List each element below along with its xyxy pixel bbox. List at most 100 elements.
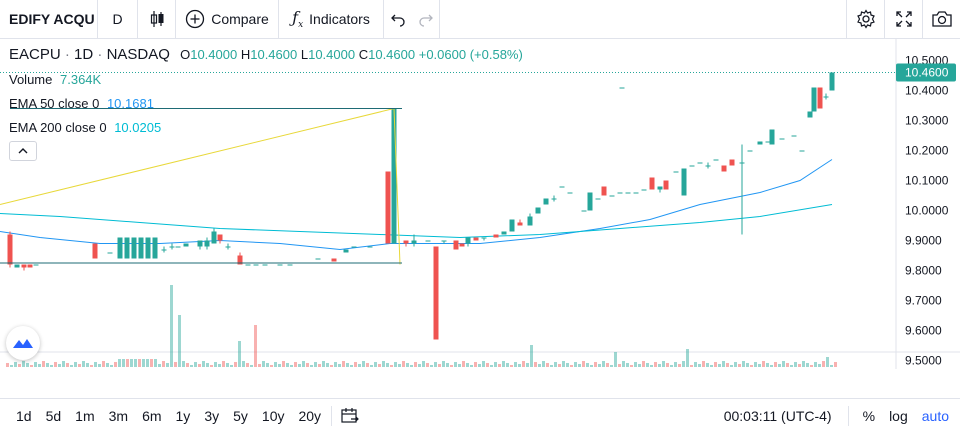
volume-bar (174, 362, 177, 367)
candle-body (587, 192, 593, 211)
volume-bar (110, 365, 113, 367)
price-label: 9.9000 (905, 234, 942, 248)
range-3m[interactable]: 3m (108, 408, 129, 424)
compare-button[interactable]: Compare (176, 0, 279, 38)
volume-bar (162, 361, 165, 367)
volume-bar (38, 364, 41, 367)
range-1m[interactable]: 1m (75, 408, 95, 424)
volume-bar (218, 364, 221, 367)
volume-bar (826, 357, 829, 367)
ema200-line (0, 204, 833, 239)
candle-body (7, 234, 13, 265)
volume-bar (266, 363, 269, 367)
volume-bar (318, 364, 321, 367)
symbol-search[interactable]: EDIFY ACQU (0, 0, 98, 38)
volume-bar (802, 361, 805, 367)
volume-bar (98, 364, 101, 367)
volume-bar (570, 365, 573, 367)
ema200-legend[interactable]: EMA 200 close 0 10.0205 (9, 120, 161, 135)
candle-body (769, 129, 775, 145)
volume-bar (710, 365, 713, 367)
interval-button[interactable]: D (98, 0, 138, 38)
candle-body (705, 165, 711, 167)
candle-body (567, 192, 573, 194)
auto-toggle[interactable]: auto (921, 408, 949, 424)
volume-bar (130, 359, 133, 367)
volume-bar (354, 362, 357, 367)
volume-bar (494, 362, 497, 367)
screenshot-button[interactable] (922, 0, 960, 38)
volume-bar (138, 359, 141, 367)
tradingview-logo[interactable] (6, 326, 40, 360)
volume-bar (834, 362, 837, 367)
range-1d[interactable]: 1d (16, 408, 32, 424)
volume-bar (258, 364, 261, 367)
ema200-label: EMA 200 close 0 (9, 120, 107, 135)
volume-bar (90, 365, 93, 367)
volume-bar (550, 365, 553, 367)
volume-bar (470, 365, 473, 367)
range-5d[interactable]: 5d (45, 408, 62, 424)
volume-bar (534, 362, 537, 367)
price-chart[interactable]: 10.500010.400010.300010.200010.100010.00… (0, 39, 960, 369)
volume-bar (546, 363, 549, 367)
collapse-legend-button[interactable] (9, 141, 37, 161)
range-6m[interactable]: 6m (142, 408, 162, 424)
volume-bar (374, 362, 377, 367)
volume-bar (762, 361, 765, 367)
range-20y[interactable]: 20y (298, 408, 322, 424)
volume-bar (726, 363, 729, 367)
volume-bar (378, 364, 381, 367)
symbol-legend: EACPU · 1D · NASDAQ O10.4000 H10.4600 L1… (9, 46, 523, 63)
goto-date-icon[interactable] (340, 407, 360, 425)
candle-body (779, 138, 785, 140)
volume-bar (210, 365, 213, 367)
range-5y[interactable]: 5y (233, 408, 248, 424)
volume-bar (486, 363, 489, 367)
volume-bar (750, 365, 753, 367)
candles-icon (150, 11, 163, 27)
redo-button[interactable] (412, 0, 440, 38)
range-3y[interactable]: 3y (204, 408, 220, 424)
candle-body (681, 168, 687, 196)
candle-body (501, 231, 507, 235)
volume-bar (54, 362, 57, 367)
bottom-toolbar: 1d 5d 1m 3m 6m 1y 3y 5y 10y 20y 00:03:11 (UTC-4) … (0, 398, 960, 433)
volume-bar (786, 363, 789, 367)
volume-bar (622, 361, 625, 367)
redo-icon (418, 14, 433, 27)
candle-body (649, 177, 655, 190)
volume-bar (114, 362, 117, 367)
volume-bar (778, 364, 781, 367)
volume-bar (766, 363, 769, 367)
candle-body (138, 237, 144, 259)
log-toggle[interactable]: log (889, 408, 908, 424)
candle-body (509, 219, 515, 232)
fullscreen-button[interactable] (884, 0, 922, 38)
volume-bar (702, 361, 705, 367)
volume-bar (630, 365, 633, 367)
volume-bar (342, 361, 345, 367)
clock[interactable]: 00:03:11 (UTC-4) (723, 408, 832, 424)
chart-type-button[interactable] (138, 0, 176, 38)
ema50-legend[interactable]: EMA 50 close 0 10.1681 (9, 96, 154, 111)
volume-bar (474, 362, 477, 367)
undo-button[interactable] (384, 0, 412, 38)
volume-bar (606, 363, 609, 367)
candle-body (721, 165, 727, 172)
legend-ticker: EACPU (9, 46, 61, 63)
settings-button[interactable] (846, 0, 884, 38)
indicators-button[interactable]: ƒx Indicators (279, 0, 384, 38)
volume-bar (94, 362, 97, 367)
range-1y[interactable]: 1y (175, 408, 191, 424)
volume-bar (186, 363, 189, 367)
volume-bar (530, 345, 533, 367)
candle-body (403, 240, 409, 244)
top-toolbar: EDIFY ACQU D Compare ƒx Indicators (0, 0, 960, 39)
percent-toggle[interactable]: % (862, 408, 876, 424)
range-10y[interactable]: 10y (261, 408, 285, 424)
volume-bar (814, 362, 817, 367)
volume-bar (194, 362, 197, 367)
volume-legend[interactable]: Volume 7.364K (9, 72, 101, 87)
candle-body (169, 246, 175, 248)
